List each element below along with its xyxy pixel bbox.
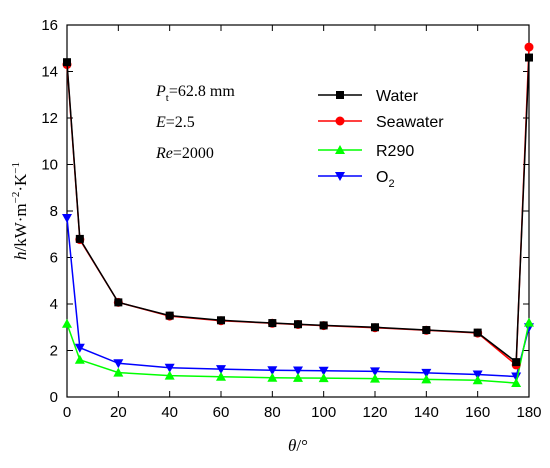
series-r290-point <box>421 374 432 384</box>
series-layer <box>62 42 534 388</box>
plot-frame <box>66 24 530 398</box>
series-r290-point <box>113 367 124 377</box>
x-tick-label: 0 <box>63 404 71 421</box>
series-o2-line <box>66 217 530 378</box>
x-tick-label: 180 <box>516 404 541 421</box>
x-tick-label: 20 <box>110 404 127 421</box>
series-water-point <box>294 320 302 329</box>
series-o2-point <box>216 365 226 375</box>
annotation-re: Re=2000 <box>155 145 214 162</box>
legend-r290: R290 <box>318 143 414 160</box>
y-tick-label: 0 <box>50 389 58 406</box>
series-o2-point <box>472 370 483 380</box>
annotations: Pt=62.8 mm E=2.5 Re=2000 <box>155 83 235 162</box>
series-r290-point <box>216 371 226 381</box>
legend-o2-label: O2 <box>376 169 395 190</box>
y-tick-label: 14 <box>41 64 58 81</box>
x-tick-label: 160 <box>465 404 490 421</box>
series-water-line <box>66 57 530 364</box>
series-water-point <box>63 58 71 67</box>
series-seawater-line <box>66 47 530 367</box>
y-tick-label: 16 <box>41 17 58 34</box>
series-r290-point <box>62 318 72 328</box>
y-tick-label: 4 <box>50 296 58 313</box>
y-axis-title: h/kW·m−2·K−1 <box>10 162 30 260</box>
legend-o2: O2 <box>318 169 395 190</box>
series-r290-point <box>293 372 303 382</box>
legend-r290-marker <box>335 145 345 154</box>
series-seawater-point <box>524 42 534 52</box>
legend-o2-marker <box>335 172 345 181</box>
legend-r290-label: R290 <box>376 143 414 160</box>
series-water-point <box>75 234 84 243</box>
series-o2-point <box>267 366 278 376</box>
series-water-point <box>217 316 225 325</box>
legend-seawater-label: Seawater <box>376 114 444 131</box>
series-o2 <box>62 213 534 382</box>
series-r290-point <box>370 373 380 383</box>
legend-water-label: Water <box>376 88 419 105</box>
x-tick-label: 80 <box>264 404 281 421</box>
series-water-point <box>165 311 174 320</box>
x-tick-label: 40 <box>161 404 178 421</box>
series-water-point <box>268 319 277 328</box>
x-axis-title: θ/° <box>288 436 308 455</box>
legend-seawater-marker <box>335 116 345 126</box>
series-r290-point <box>318 373 329 383</box>
series-o2-point <box>293 366 303 376</box>
series-water-point <box>525 53 533 62</box>
series-o2-point <box>113 359 124 369</box>
series-r290 <box>62 317 534 388</box>
annotation-pt: Pt=62.8 mm <box>155 83 235 104</box>
series-r290-point <box>74 354 85 364</box>
series-water-point <box>473 328 482 337</box>
series-r290-point <box>472 375 483 385</box>
axis-ticks: 0 20 40 60 80 100 120 140 160 180 0 2 4 6 8 10 12 14 16 <box>41 17 541 421</box>
series-o2-point <box>318 366 329 376</box>
x-tick-label: 60 <box>213 404 230 421</box>
series-o2-point <box>164 363 175 373</box>
series-r290-point <box>524 317 534 327</box>
series-water <box>63 53 533 367</box>
series-water-point <box>114 298 123 307</box>
series-r290-point <box>511 378 522 388</box>
legend-seawater: Seawater <box>318 114 444 131</box>
series-o2-point <box>74 343 85 353</box>
series-water-point <box>422 326 431 335</box>
series-water-point <box>319 321 328 330</box>
y-tick-label: 2 <box>50 343 58 360</box>
series-r290-point <box>267 372 278 382</box>
series-o2-point <box>370 367 380 377</box>
series-water-point <box>512 358 521 367</box>
series-o2-point <box>421 368 432 378</box>
x-tick-label: 120 <box>362 404 387 421</box>
y-tick-label: 8 <box>50 203 58 220</box>
x-tick-label: 100 <box>311 404 336 421</box>
legend-water-marker <box>336 91 344 99</box>
legend-water: Water <box>318 88 419 105</box>
x-tick-label: 140 <box>414 404 439 421</box>
y-tick-label: 6 <box>50 250 58 267</box>
legend: Water Seawater R290 O2 <box>318 88 444 190</box>
annotation-e: E=2.5 <box>155 114 195 131</box>
y-tick-label: 10 <box>41 157 58 174</box>
series-water-point <box>371 323 379 332</box>
y-tick-label: 12 <box>41 110 58 127</box>
series-o2-point <box>62 213 72 223</box>
series-r290-point <box>164 370 175 380</box>
